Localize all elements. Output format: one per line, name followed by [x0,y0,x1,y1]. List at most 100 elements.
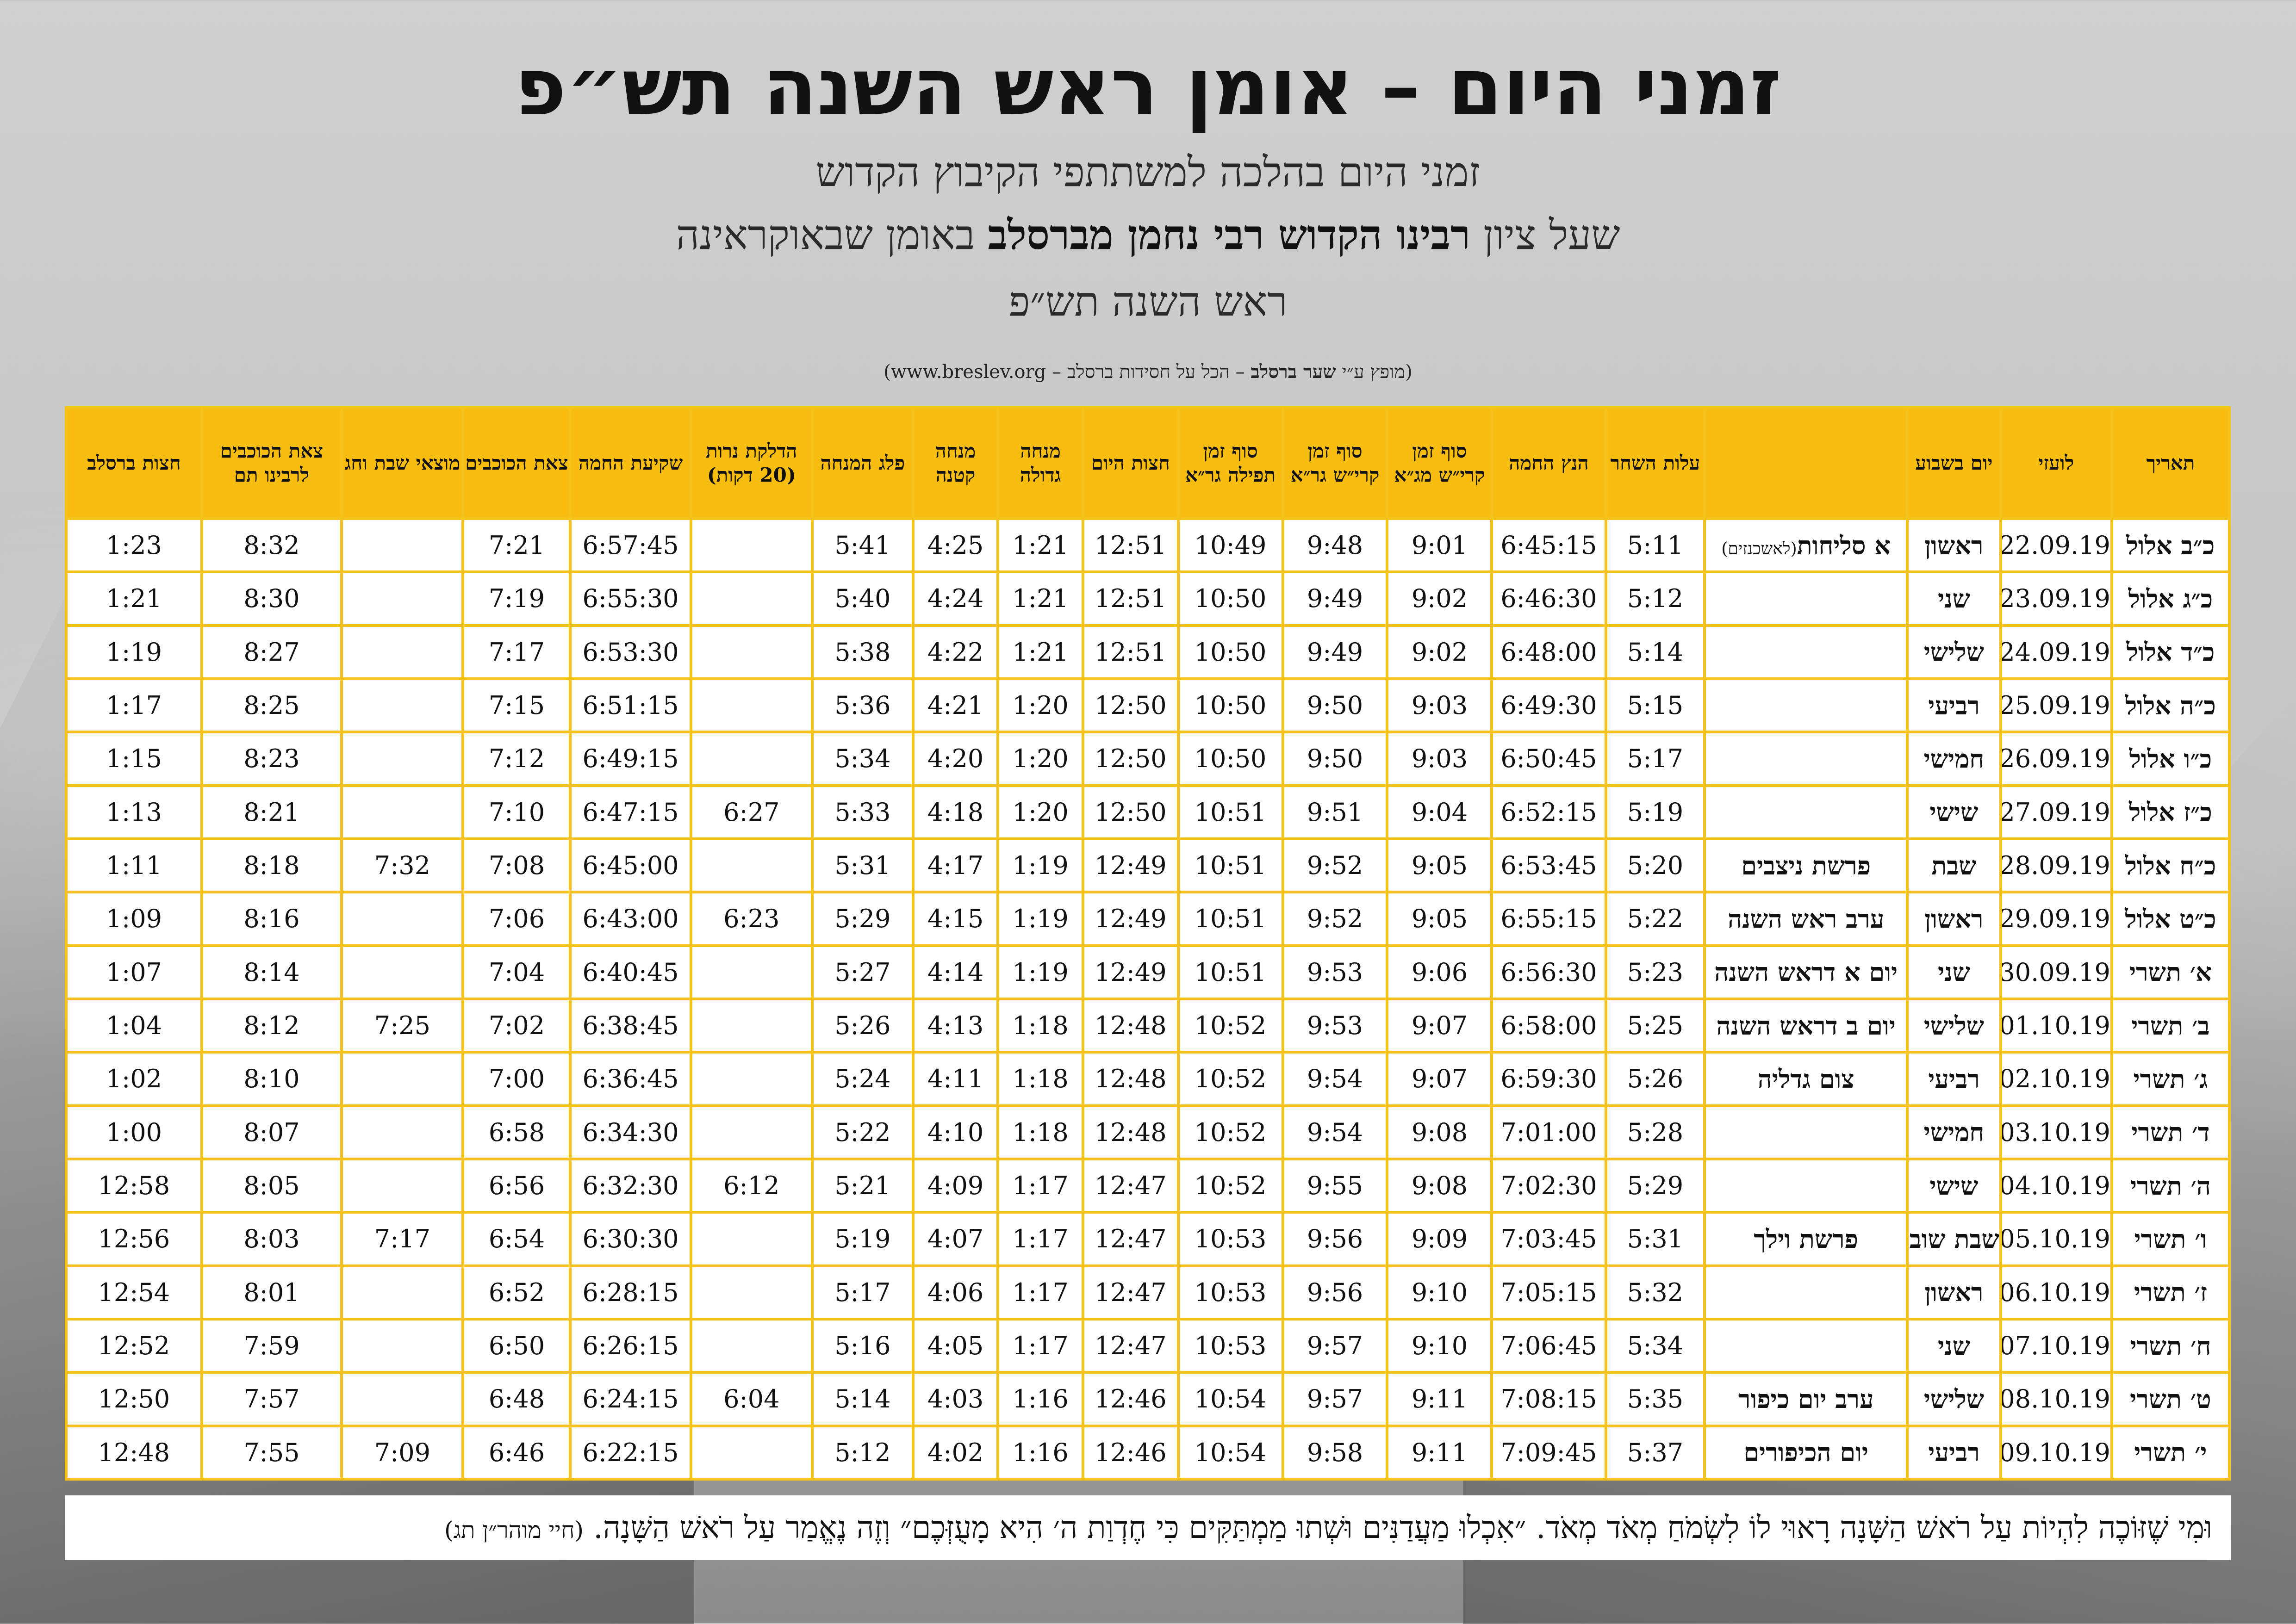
cell-mincha-ketana: 4:09 [911,1157,1000,1214]
cell-tzeit: 7:08 [461,837,572,894]
cell-weekday: שבת שובה [1906,1211,2002,1267]
cell-tzeit-rt: 7:59 [200,1317,343,1374]
cell-sunrise: 6:53:45 [1490,837,1607,894]
cell-sunrise: 6:56:30 [1490,944,1607,1000]
cell-date-he: כ״ח אלול [2110,837,2231,894]
cell-dawn: 5:23 [1604,944,1706,1000]
cell-sunrise: 7:03:45 [1490,1211,1607,1267]
cell-candles [689,677,814,734]
cell-date-he: כ״ט אלול [2110,891,2231,947]
cell-date-civil: 28.09.19 [1999,837,2113,894]
cell-tzeit: 6:50 [461,1317,572,1374]
cell-sunrise: 6:50:45 [1490,731,1607,787]
cell-tzeit: 6:54 [461,1211,572,1267]
cell-mincha-ketana: 4:18 [911,784,1000,840]
subtitle-line-2: שעל ציון רבינו הקדוש רבי נחמן מברסלב באו… [0,211,2296,259]
cell-shema-gra: 9:50 [1281,731,1389,787]
cell-chatzot: 12:50 [1081,677,1180,734]
subtitle-line-2-post: באומן שבאוקראינה [676,211,975,259]
cell-weekday: שבת [1906,837,2002,894]
table-row: כ״ח אלול 28.09.19 שבת פרשת ניצבים 5:20 6:53:4… [65,837,2231,894]
cell-sunset: 6:34:30 [569,1104,692,1160]
cell-sunset: 6:43:00 [569,891,692,947]
cell-date-civil: 25.09.19 [1999,677,2113,734]
cell-chatzot: 12:50 [1081,731,1180,787]
cell-event: יום הכיפורים [1703,1424,1909,1481]
table-row: ח׳ תשרי 07.10.19 שני 5:34 7:06:45 9:10 9:57 10:… [65,1317,2231,1374]
cell-event: יום א דראש השנה [1703,944,1909,1000]
cell-motzei [340,1264,465,1320]
cell-tzeit: 6:46 [461,1424,572,1481]
cell-plag: 5:22 [810,1104,915,1160]
table-row: ג׳ תשרי 02.10.19 רביעי צום גדליה 5:26 6:59:30… [65,1051,2231,1107]
cell-shema-gra: 9:56 [1281,1211,1389,1267]
cell-weekday: שלישי [1906,997,2002,1054]
cell-tzeit: 7:19 [461,570,572,627]
event-label: ערב ראש השנה [1728,904,1885,934]
cell-sunrise: 6:45:15 [1490,517,1607,574]
cell-chatzot-breslov: 12:56 [65,1211,203,1267]
cell-motzei [340,570,465,627]
cell-mincha-ketana: 4:07 [911,1211,1000,1267]
cell-date-civil: 08.10.19 [1999,1371,2113,1427]
cell-date-he: ב׳ תשרי [2110,997,2231,1054]
cell-event: ערב יום כיפור [1703,1371,1909,1427]
cell-dawn: 5:20 [1604,837,1706,894]
cell-mincha-ketana: 4:15 [911,891,1000,947]
cell-chatzot-breslov: 1:04 [65,997,203,1054]
cell-tefila-gra: 10:52 [1176,997,1284,1054]
cell-tefila-gra: 10:50 [1176,677,1284,734]
cell-weekday: שישי [1906,784,2002,840]
cell-tefila-gra: 10:52 [1176,1104,1284,1160]
event-label: א סליחות [1797,530,1891,560]
cell-candles [689,624,814,680]
cell-tzeit-rt: 7:55 [200,1424,343,1481]
cell-chatzot: 12:49 [1081,944,1180,1000]
col-header-plag: פלג המנחה [810,406,915,520]
cell-plag: 5:24 [810,1051,915,1107]
cell-tefila-gra: 10:54 [1176,1371,1284,1427]
cell-dawn: 5:26 [1604,1051,1706,1107]
cell-sunrise: 7:09:45 [1490,1424,1607,1481]
cell-shema-mga: 9:08 [1386,1104,1493,1160]
cell-weekday: שישי [1906,1157,2002,1214]
col-header-sunset: שקיעת החמה [569,406,692,520]
col-header-motzei: מוצאי שבת וחג [340,406,465,520]
cell-shema-gra: 9:57 [1281,1317,1389,1374]
cell-tzeit-rt: 8:05 [200,1157,343,1214]
cell-date-he: ו׳ תשרי [2110,1211,2231,1267]
cell-candles: 6:12 [689,1157,814,1214]
cell-chatzot: 12:49 [1081,837,1180,894]
cell-sunrise: 6:49:30 [1490,677,1607,734]
cell-date-civil: 22.09.19 [1999,517,2113,574]
cell-tefila-gra: 10:51 [1176,944,1284,1000]
cell-sunrise: 6:46:30 [1490,570,1607,627]
col-header-shema-mga: סוף זמן קרי״ש מג״א [1386,406,1493,520]
cell-shema-mga: 9:02 [1386,570,1493,627]
cell-motzei [340,1051,465,1107]
cell-tzeit-rt: 8:01 [200,1264,343,1320]
event-label: צום גדליה [1757,1064,1854,1094]
cell-mincha-gedola: 1:17 [996,1211,1084,1267]
cell-tefila-gra: 10:51 [1176,891,1284,947]
cell-chatzot: 12:48 [1081,1104,1180,1160]
table-row: כ״ה אלול 25.09.19 רביעי 5:15 6:49:30 9:03 9:50… [65,677,2231,734]
cell-shema-gra: 9:53 [1281,997,1389,1054]
zmanim-table: תאריך לועזי יום בשבוע עלות השחר הנץ החמה… [65,406,2231,1481]
cell-date-he: כ״ד אלול [2110,624,2231,680]
cell-mincha-gedola: 1:19 [996,944,1084,1000]
cell-plag: 5:31 [810,837,915,894]
col-header-event [1703,406,1909,520]
cell-tzeit-rt: 8:21 [200,784,343,840]
table-row: ט׳ תשרי 08.10.19 שלישי ערב יום כיפור 5:35 7:0… [65,1371,2231,1427]
cell-sunrise: 6:55:15 [1490,891,1607,947]
cell-dawn: 5:25 [1604,997,1706,1054]
cell-weekday: רביעי [1906,677,2002,734]
cell-tzeit: 7:00 [461,1051,572,1107]
cell-event: ערב ראש השנה [1703,891,1909,947]
cell-shema-gra: 9:49 [1281,624,1389,680]
cell-mincha-gedola: 1:21 [996,624,1084,680]
cell-tzeit-rt: 8:30 [200,570,343,627]
cell-tzeit-rt: 8:14 [200,944,343,1000]
cell-candles [689,837,814,894]
